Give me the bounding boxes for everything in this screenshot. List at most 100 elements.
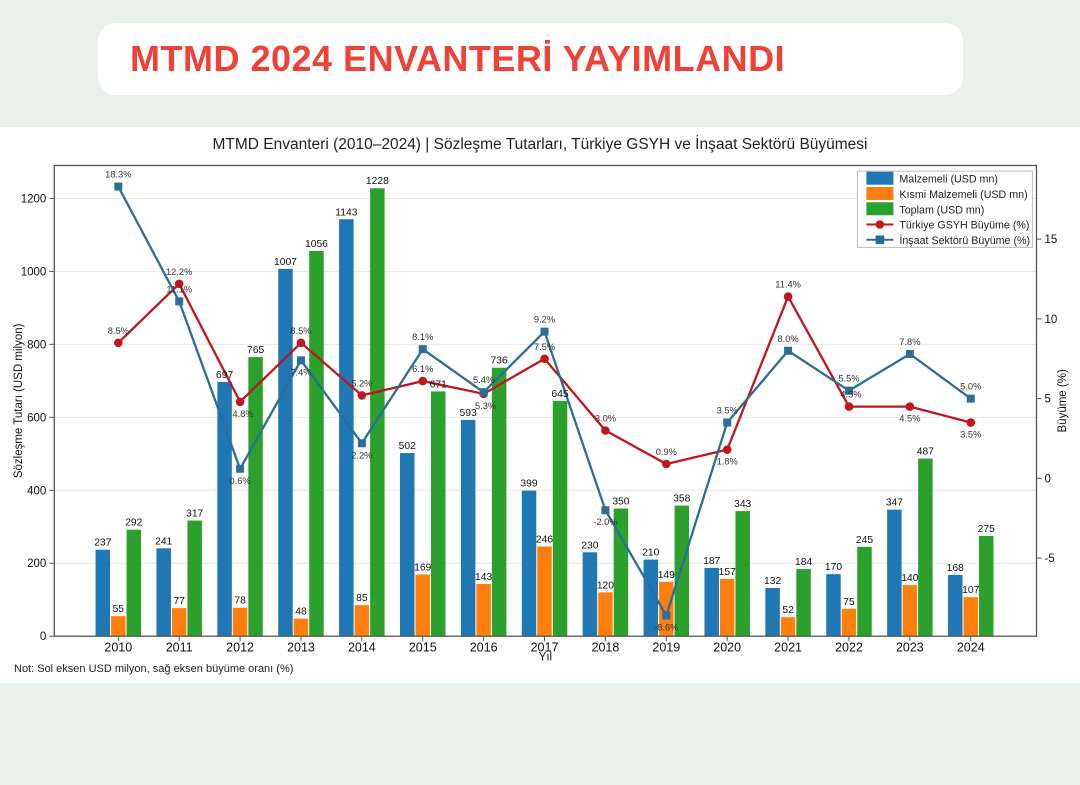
svg-text:2022: 2022 [835, 641, 863, 655]
svg-text:645: 645 [551, 389, 568, 400]
svg-text:200: 200 [27, 558, 46, 570]
svg-text:347: 347 [886, 498, 903, 509]
svg-text:Türkiye GSYH Büyüme (%): Türkiye GSYH Büyüme (%) [899, 220, 1029, 232]
svg-text:Büyüme (%): Büyüme (%) [1057, 369, 1069, 432]
svg-text:3.5%: 3.5% [960, 430, 981, 440]
svg-text:230: 230 [581, 540, 598, 551]
svg-text:6.1%: 6.1% [412, 364, 433, 374]
svg-text:8.5%: 8.5% [108, 326, 129, 336]
svg-text:0: 0 [40, 631, 46, 643]
svg-text:75: 75 [843, 597, 855, 608]
svg-text:4.5%: 4.5% [840, 390, 861, 400]
svg-text:4.8%: 4.8% [232, 409, 253, 419]
svg-text:8.1%: 8.1% [412, 332, 433, 342]
svg-text:169: 169 [414, 563, 431, 574]
svg-text:-8.6%: -8.6% [654, 622, 678, 632]
svg-text:736: 736 [491, 356, 508, 367]
svg-text:7.4%: 7.4% [290, 367, 311, 377]
svg-text:2012: 2012 [226, 641, 254, 655]
svg-text:2019: 2019 [652, 641, 680, 655]
svg-text:245: 245 [856, 535, 873, 546]
svg-text:5.3%: 5.3% [475, 401, 496, 411]
svg-text:600: 600 [27, 412, 46, 424]
svg-text:157: 157 [719, 567, 736, 578]
svg-text:Toplam (USD mn): Toplam (USD mn) [899, 204, 984, 216]
svg-text:237: 237 [94, 538, 111, 549]
svg-text:170: 170 [825, 562, 842, 573]
svg-text:140: 140 [901, 573, 918, 584]
svg-text:671: 671 [430, 379, 447, 390]
svg-text:Malzemeli (USD mn): Malzemeli (USD mn) [899, 174, 998, 186]
svg-text:1228: 1228 [366, 176, 389, 187]
svg-text:0.6%: 0.6% [229, 476, 250, 486]
svg-text:77: 77 [173, 596, 185, 607]
svg-text:11.1%: 11.1% [166, 284, 192, 294]
svg-text:52: 52 [782, 605, 794, 616]
svg-text:Sözleşme Tutarı (USD milyon): Sözleşme Tutarı (USD milyon) [13, 323, 25, 478]
svg-text:7.5%: 7.5% [534, 342, 555, 352]
svg-text:11.4%: 11.4% [775, 280, 801, 290]
svg-text:350: 350 [612, 497, 629, 508]
svg-text:7.8%: 7.8% [899, 337, 920, 347]
svg-text:292: 292 [125, 518, 142, 529]
svg-text:358: 358 [673, 494, 690, 505]
svg-text:-2.0%: -2.0% [593, 517, 617, 527]
svg-text:487: 487 [917, 447, 934, 458]
svg-text:697: 697 [216, 370, 233, 381]
svg-text:800: 800 [27, 339, 46, 351]
svg-text:1200: 1200 [21, 193, 47, 205]
svg-text:168: 168 [947, 563, 964, 574]
svg-text:2020: 2020 [713, 641, 741, 655]
svg-text:İnşaat Sektörü Büyüme (%): İnşaat Sektörü Büyüme (%) [899, 234, 1030, 247]
svg-text:2024: 2024 [957, 641, 985, 655]
svg-text:78: 78 [234, 596, 246, 607]
svg-text:1000: 1000 [21, 266, 47, 278]
svg-text:399: 399 [520, 479, 537, 490]
svg-text:48: 48 [295, 607, 307, 618]
svg-text:2014: 2014 [348, 641, 376, 655]
svg-text:2011: 2011 [166, 641, 193, 655]
svg-text:2016: 2016 [470, 641, 498, 655]
svg-text:9.2%: 9.2% [534, 315, 555, 325]
svg-text:55: 55 [113, 604, 125, 615]
svg-text:4.5%: 4.5% [899, 414, 920, 424]
svg-text:8.5%: 8.5% [290, 326, 311, 336]
svg-text:15: 15 [1045, 234, 1058, 246]
svg-text:2023: 2023 [896, 641, 924, 655]
svg-text:Yıl: Yıl [539, 652, 552, 664]
svg-text:5: 5 [1045, 394, 1051, 406]
svg-text:343: 343 [734, 499, 751, 510]
svg-text:5.5%: 5.5% [838, 374, 859, 384]
svg-text:2.2%: 2.2% [351, 450, 372, 460]
svg-text:400: 400 [27, 485, 46, 497]
svg-text:2018: 2018 [592, 641, 620, 655]
svg-text:5.4%: 5.4% [473, 375, 494, 385]
svg-text:85: 85 [356, 593, 368, 604]
svg-text:149: 149 [658, 570, 675, 581]
svg-text:0.9%: 0.9% [656, 447, 677, 457]
svg-text:2010: 2010 [104, 641, 132, 655]
svg-text:187: 187 [703, 556, 720, 567]
svg-text:120: 120 [597, 580, 614, 591]
svg-text:0: 0 [1045, 473, 1051, 485]
svg-text:10: 10 [1045, 314, 1058, 326]
svg-text:1143: 1143 [335, 207, 357, 218]
svg-text:210: 210 [642, 548, 659, 559]
svg-text:275: 275 [978, 524, 995, 535]
svg-text:2013: 2013 [287, 641, 315, 655]
svg-text:2015: 2015 [409, 641, 437, 655]
svg-text:5.0%: 5.0% [960, 382, 981, 392]
svg-text:143: 143 [475, 572, 492, 583]
svg-text:107: 107 [962, 585, 979, 596]
svg-text:246: 246 [536, 534, 553, 545]
svg-text:3.0%: 3.0% [595, 414, 616, 424]
svg-text:184: 184 [795, 557, 812, 568]
svg-text:317: 317 [186, 509, 203, 520]
svg-text:132: 132 [764, 576, 781, 587]
svg-text:502: 502 [399, 441, 416, 452]
svg-text:1007: 1007 [274, 257, 297, 268]
svg-text:765: 765 [247, 345, 264, 356]
svg-text:3.5%: 3.5% [717, 406, 738, 416]
svg-text:12.2%: 12.2% [166, 267, 192, 277]
svg-text:2021: 2021 [774, 641, 802, 655]
